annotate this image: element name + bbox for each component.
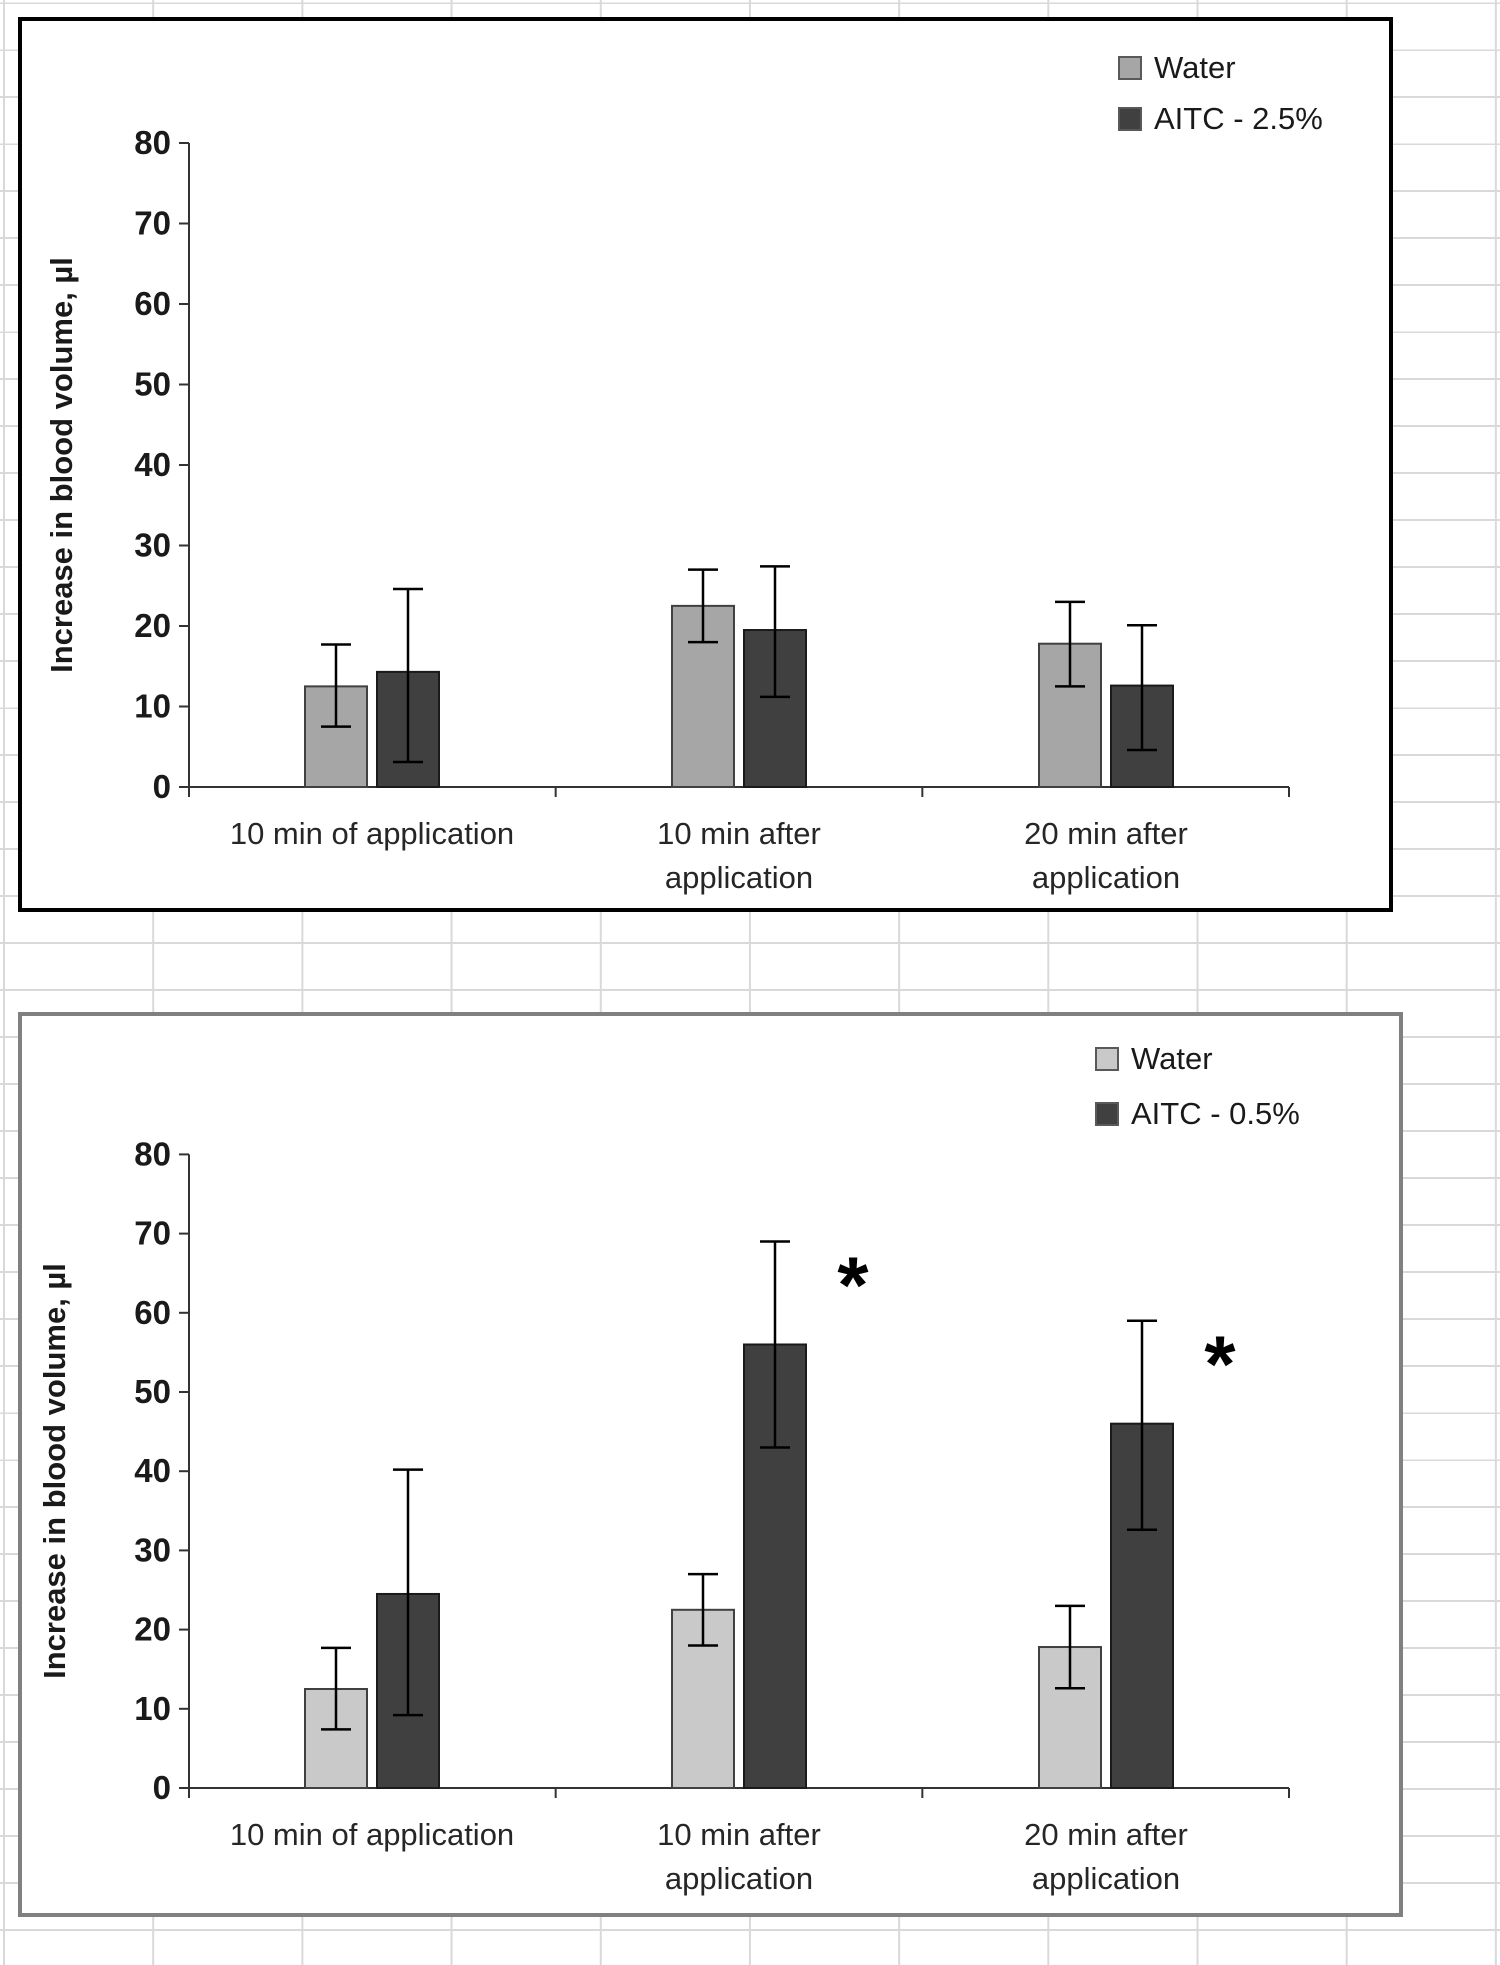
legend-label: AITC - 2.5% (1154, 101, 1323, 136)
y-tick-label: 70 (134, 1215, 171, 1252)
y-tick-label: 30 (134, 1531, 171, 1568)
legend-item-aitc: AITC - 2.5% (1118, 100, 1323, 138)
aitc-swatch-icon (1095, 1102, 1119, 1126)
y-tick-label: 0 (153, 768, 171, 805)
category-label: 20 min after (1024, 1817, 1188, 1852)
legend-item-aitc: AITC - 0.5% (1095, 1095, 1300, 1133)
category-label: 10 min after (657, 1817, 821, 1852)
y-tick-label: 40 (134, 446, 171, 483)
legend: Water AITC - 2.5% (1118, 49, 1323, 138)
chart-canvas: 0 10 20 30 40 50 60 70 80 10 min of application 10… (134, 124, 1290, 895)
y-tick-label: 20 (134, 607, 171, 644)
y-tick-label: 80 (134, 124, 171, 161)
legend-label: AITC - 0.5% (1131, 1096, 1300, 1131)
y-tick-label: 60 (134, 285, 171, 322)
y-tick-label: 10 (134, 1690, 171, 1727)
legend-item-water: Water (1095, 1040, 1300, 1078)
category-label: application (665, 860, 813, 895)
y-axis-title: Increase in blood volume, µl (44, 257, 79, 673)
y-tick-label: 50 (134, 1373, 171, 1410)
water-swatch-icon (1095, 1047, 1119, 1071)
legend: Water AITC - 0.5% (1095, 1040, 1300, 1133)
chart-aitc-0.5-percent[interactable]: 0 10 20 30 40 50 60 70 80 10 min of application 10… (18, 1012, 1403, 1917)
y-tick-label: 50 (134, 366, 171, 403)
category-label: 10 min of application (230, 1817, 514, 1852)
bar-0-1 (671, 1608, 735, 1789)
category-label: application (665, 1861, 813, 1896)
legend-item-water: Water (1118, 49, 1323, 87)
y-tick-label: 20 (134, 1611, 171, 1648)
legend-label: Water (1131, 1041, 1213, 1076)
y-tick-label: 10 (134, 688, 171, 725)
significance-asterisk: * (1204, 1320, 1236, 1409)
y-tick-label: 0 (153, 1769, 171, 1806)
legend-label: Water (1154, 50, 1236, 85)
y-tick-label: 80 (134, 1135, 171, 1172)
y-tick-label: 70 (134, 205, 171, 242)
category-label: 10 min after (657, 816, 821, 851)
category-label: 20 min after (1024, 816, 1188, 851)
aitc-swatch-icon (1118, 107, 1142, 131)
category-label: application (1032, 1861, 1180, 1896)
chart-canvas: 0 10 20 30 40 50 60 70 80 10 min of application 10… (134, 1135, 1290, 1896)
y-tick-label: 60 (134, 1294, 171, 1331)
category-label: 10 min of application (230, 816, 514, 851)
y-tick-label: 40 (134, 1452, 171, 1489)
y-axis-title: Increase in blood volume, µl (37, 1263, 72, 1679)
significance-asterisk: * (837, 1241, 869, 1330)
chart-aitc-2.5-percent[interactable]: 0 10 20 30 40 50 60 70 80 10 min of application 10… (18, 17, 1393, 912)
water-swatch-icon (1118, 56, 1142, 80)
y-tick-label: 30 (134, 527, 171, 564)
category-label: application (1032, 860, 1180, 895)
